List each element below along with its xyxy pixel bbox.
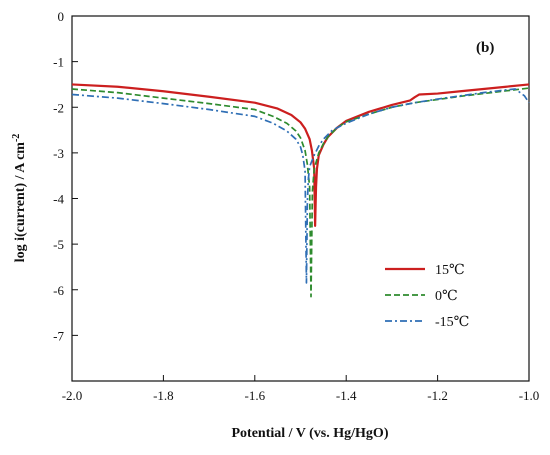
y-axis-title-main: log i(current) / A cm bbox=[13, 142, 28, 263]
series-line-1 bbox=[71, 83, 530, 227]
y-axis-title: log i(current) / A cm-2 bbox=[11, 134, 28, 263]
x-tick-label: -2.0 bbox=[62, 388, 83, 403]
y-axis-title-exponent: -2 bbox=[11, 134, 22, 142]
y-axis: 0 -1 -2 -3 -4 -5 -6 -7 bbox=[53, 9, 78, 343]
panel-label: (b) bbox=[476, 40, 494, 56]
x-tick-label: -1.2 bbox=[427, 388, 448, 403]
legend-label-3: -15℃ bbox=[435, 315, 469, 330]
y-tick-label: -5 bbox=[53, 237, 64, 252]
y-tick-label: -2 bbox=[53, 100, 64, 115]
y-tick-label: 0 bbox=[58, 9, 65, 24]
legend-label-1: 15℃ bbox=[435, 263, 465, 278]
legend: 15℃ 0℃ -15℃ bbox=[385, 263, 469, 330]
x-tick-label: -1.0 bbox=[519, 388, 540, 403]
y-tick-label: -6 bbox=[53, 283, 64, 298]
y-tick-label: -7 bbox=[53, 328, 64, 343]
x-axis: -2.0 -1.8 -1.6 -1.4 -1.2 -1.0 bbox=[62, 375, 540, 403]
y-tick-label: -4 bbox=[53, 192, 64, 207]
y-tick-label: -3 bbox=[53, 146, 64, 161]
y-tick-label: -1 bbox=[53, 55, 64, 70]
legend-label-2: 0℃ bbox=[435, 289, 458, 304]
x-tick-label: -1.6 bbox=[245, 388, 266, 403]
x-axis-title: Potential / V (vs. Hg/HgO) bbox=[232, 426, 389, 441]
x-tick-label: -1.8 bbox=[153, 388, 174, 403]
series-line-3 bbox=[71, 88, 530, 284]
series-layer bbox=[71, 83, 530, 298]
x-tick-label: -1.4 bbox=[336, 388, 357, 403]
